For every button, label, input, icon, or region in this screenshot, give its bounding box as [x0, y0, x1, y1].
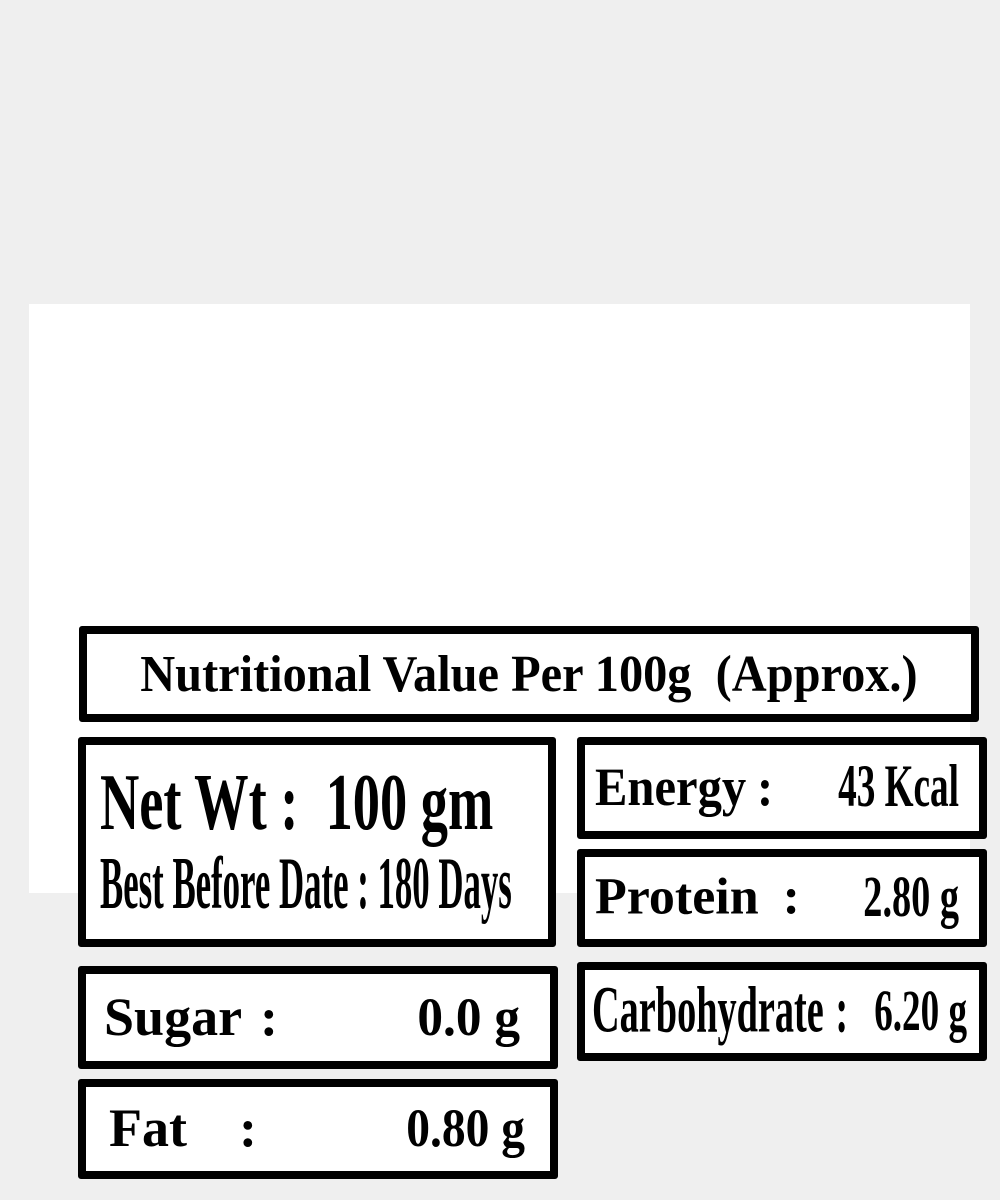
carbohydrate-label: Carbohydrate	[592, 972, 824, 1046]
carbohydrate-row-box: Carbohydrate: 6.20 g	[577, 962, 987, 1061]
sugar-colon: :	[260, 986, 279, 1047]
nutrition-label-panel: Nutritional Value Per 100g (Approx.) Net…	[29, 304, 987, 1179]
protein-label-group: Protein:	[595, 867, 800, 926]
sugar-label: Sugar	[104, 986, 243, 1047]
energy-row-box: Energy: 43 Kcal	[577, 737, 987, 839]
fat-label-group: Fat:	[109, 1097, 257, 1159]
nutrition-title-box: Nutritional Value Per 100g (Approx.)	[79, 626, 979, 722]
carbohydrate-value: 6.20 g	[874, 977, 967, 1043]
energy-label: Energy	[595, 756, 747, 817]
energy-label-group: Energy:	[595, 756, 773, 818]
carbohydrate-label-group: Carbohydrate:	[592, 972, 848, 1048]
best-before-line: Best Before Date : 180 Days	[100, 843, 512, 926]
protein-label: Protein	[595, 868, 759, 926]
net-weight-box: Net Wt : 100 gm Best Before Date : 180 D…	[78, 737, 556, 947]
fat-value: 0.80 g	[406, 1097, 525, 1158]
fat-colon: :	[238, 1097, 257, 1158]
protein-value: 2.80 g	[863, 864, 959, 930]
nutrition-title: Nutritional Value Per 100g (Approx.)	[140, 645, 918, 703]
fat-label: Fat	[109, 1097, 187, 1158]
sugar-row-box: Sugar: 0.0 g	[78, 966, 558, 1069]
net-weight-line: Net Wt : 100 gm	[100, 758, 494, 847]
protein-colon: :	[782, 868, 800, 926]
carbohydrate-colon: :	[835, 972, 849, 1046]
fat-row-box: Fat: 0.80 g	[78, 1079, 558, 1179]
sugar-label-group: Sugar:	[104, 985, 278, 1047]
energy-colon: :	[757, 756, 774, 817]
protein-row-box: Protein: 2.80 g	[577, 849, 987, 947]
sugar-value: 0.0 g	[417, 986, 520, 1047]
energy-value: 43 Kcal	[838, 753, 959, 820]
